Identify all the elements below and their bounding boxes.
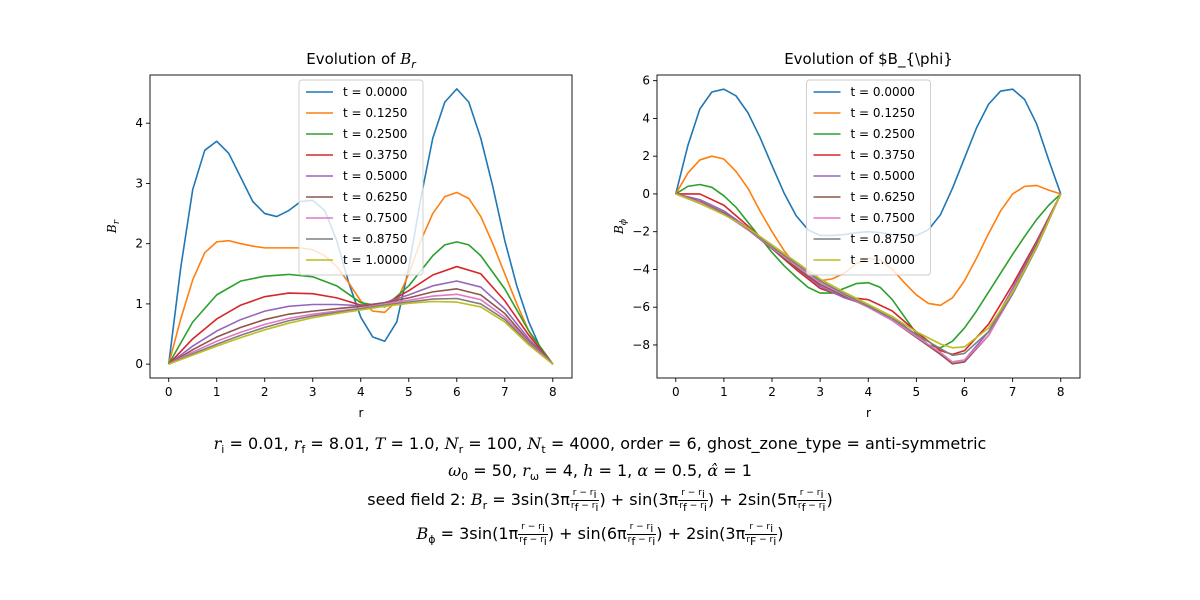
legend-entry: t = 0.6250 <box>343 190 407 204</box>
legend-entry: t = 0.5000 <box>851 169 915 183</box>
legend-entry: t = 0.7500 <box>343 211 407 225</box>
legend-entry: t = 1.0000 <box>343 253 407 267</box>
chart-title: Evolution of Br <box>306 50 417 71</box>
x-axis-label: r <box>866 406 871 420</box>
series-line-3 <box>675 183 1062 349</box>
legend-entry: t = 0.5000 <box>343 169 407 183</box>
legend-entry: t = 0.2500 <box>851 127 915 141</box>
chart-2: 0 1 2 3 4 5 6 7 8 −8 −6 −4 −2 0 2 4 6 r Bϕ Evolution of $B_… <box>612 50 1081 420</box>
series-line-2 <box>167 191 554 365</box>
x-tick-label: 3 <box>816 385 824 399</box>
y-tick-label: −2 <box>632 225 650 239</box>
x-tick-label: 5 <box>405 385 413 399</box>
x-tick-label: 1 <box>720 385 728 399</box>
legend: t = 0.0000 t = 0.1250 t = 0.2500 t = 0.3750… <box>806 79 931 276</box>
legend-entry: t = 0.0000 <box>343 85 407 99</box>
legend-entry: t = 0.3750 <box>851 148 915 162</box>
legend-box <box>298 79 424 276</box>
series-line-1 <box>167 88 554 365</box>
legend-entry: t = 0.8750 <box>343 232 407 246</box>
x-tick-label: 7 <box>501 385 509 399</box>
y-tick-label: 0 <box>135 357 143 371</box>
y-tick-label: 4 <box>642 111 650 125</box>
y-tick-label: −6 <box>632 300 650 314</box>
x-tick-label: 5 <box>913 385 921 399</box>
x-tick-label: 7 <box>1009 385 1017 399</box>
series-line-8 <box>168 297 554 365</box>
x-tick-label: 6 <box>961 385 969 399</box>
x-tick-label: 6 <box>453 385 461 399</box>
x-tick-label: 0 <box>165 385 173 399</box>
y-tick-label: 1 <box>135 297 143 311</box>
x-tick-label: 0 <box>672 385 680 399</box>
legend-entry: t = 0.2500 <box>343 127 407 141</box>
chart-title: Evolution of $B_{\phi} <box>784 50 953 69</box>
x-tick-label: 4 <box>864 385 872 399</box>
caption-line-2: ω0 = 50, rω = 4, h = 1, α = 0.5, α̂ = 1 <box>448 461 752 484</box>
series-line-4 <box>675 193 1062 356</box>
x-tick-label: 3 <box>309 385 317 399</box>
legend-entry: t = 1.0000 <box>851 253 915 267</box>
legend-entry: t = 0.7500 <box>851 211 915 225</box>
legend: t = 0.0000 t = 0.1250 t = 0.2500 t = 0.3750… <box>298 79 424 276</box>
x-tick-label: 8 <box>1057 385 1065 399</box>
y-axis-label: Bϕ <box>612 219 629 235</box>
y-tick-label: 6 <box>642 74 650 88</box>
series-line-9 <box>675 193 1062 349</box>
legend-box <box>806 79 931 276</box>
x-tick-label: 8 <box>549 385 557 399</box>
series-line-5 <box>168 280 554 365</box>
series-line-6 <box>168 288 554 365</box>
x-tick-label: 2 <box>261 385 269 399</box>
y-tick-label: 4 <box>135 116 143 130</box>
x-axis-label: r <box>359 406 364 420</box>
caption-line-3: seed field 2: Br = 3sin(3π r − ri rf − ri)… <box>367 487 833 514</box>
legend-entry: t = 0.8750 <box>851 232 915 246</box>
y-tick-label: −8 <box>632 338 650 352</box>
legend-entry: t = 0.1250 <box>343 106 407 120</box>
x-tick-label: 2 <box>768 385 776 399</box>
x-tick-label: 1 <box>213 385 221 399</box>
series-line-9 <box>168 300 554 365</box>
caption-line-4: Bϕ = 3sin(1π r − ri rf − ri) + sin(6π r − r… <box>416 521 784 548</box>
y-tick-label: 0 <box>642 187 650 201</box>
y-axis-label: Br <box>105 219 122 234</box>
chart-1: 0 1 2 3 4 5 6 7 8 0 1 2 3 4 r Br Evolution of Br t = 0.00… <box>105 50 573 420</box>
caption-line-1: ri = 0.01, rf = 8.01, T = 1.0, Nr = 100,… <box>213 434 987 457</box>
legend-entry: t = 0.6250 <box>851 190 915 204</box>
legend-entry: t = 0.3750 <box>343 148 407 162</box>
legend-entry: t = 0.1250 <box>851 106 915 120</box>
y-tick-label: −4 <box>632 262 650 276</box>
y-tick-label: 2 <box>135 237 143 251</box>
x-tick-label: 4 <box>357 385 365 399</box>
y-tick-label: 2 <box>642 149 650 163</box>
y-tick-label: 3 <box>135 176 143 190</box>
legend-entry: t = 0.0000 <box>851 85 915 99</box>
